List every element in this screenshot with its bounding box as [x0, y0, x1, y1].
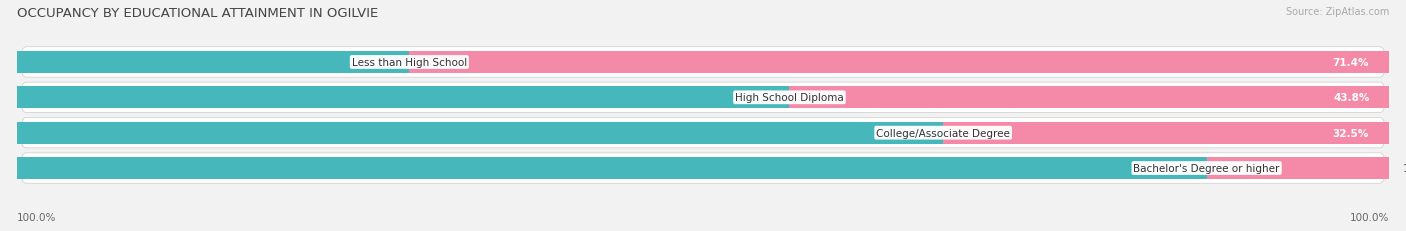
FancyBboxPatch shape: [21, 118, 1385, 148]
Bar: [17, 122, 943, 144]
Bar: [789, 87, 1391, 109]
Bar: [943, 122, 1389, 144]
Text: 56.3%: 56.3%: [733, 93, 769, 103]
FancyBboxPatch shape: [21, 48, 1385, 78]
Text: 100.0%: 100.0%: [1350, 212, 1389, 222]
Bar: [17, 52, 409, 74]
Text: Source: ZipAtlas.com: Source: ZipAtlas.com: [1285, 7, 1389, 17]
Bar: [409, 52, 1389, 74]
Text: College/Associate Degree: College/Associate Degree: [876, 128, 1010, 138]
Text: 32.5%: 32.5%: [1333, 128, 1368, 138]
Text: 86.7%: 86.7%: [1150, 163, 1187, 173]
Text: High School Diploma: High School Diploma: [735, 93, 844, 103]
Text: Bachelor's Degree or higher: Bachelor's Degree or higher: [1133, 163, 1279, 173]
Bar: [17, 87, 789, 109]
Text: 100.0%: 100.0%: [17, 212, 56, 222]
Bar: [17, 157, 1206, 179]
FancyBboxPatch shape: [21, 83, 1385, 113]
Bar: [1206, 157, 1389, 179]
Text: Less than High School: Less than High School: [352, 58, 467, 68]
Text: 71.4%: 71.4%: [1331, 58, 1368, 68]
Text: 67.5%: 67.5%: [886, 128, 922, 138]
FancyBboxPatch shape: [21, 153, 1385, 183]
Text: 28.6%: 28.6%: [353, 58, 388, 68]
Text: 43.8%: 43.8%: [1333, 93, 1369, 103]
Text: 13.3%: 13.3%: [1403, 163, 1406, 173]
Text: OCCUPANCY BY EDUCATIONAL ATTAINMENT IN OGILVIE: OCCUPANCY BY EDUCATIONAL ATTAINMENT IN O…: [17, 7, 378, 20]
